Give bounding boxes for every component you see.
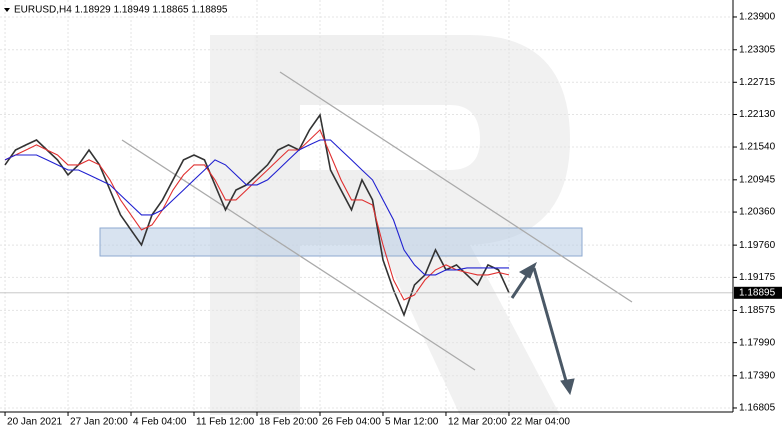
y-tick-label: 1.23900 <box>739 12 776 23</box>
axes: 1.23900 1.23305 1.22715 1.22130 1.21540 1.209… <box>4 12 782 428</box>
support-zone <box>99 227 583 257</box>
y-tick-label: 1.23305 <box>739 44 776 55</box>
menu-icon[interactable] <box>4 8 10 12</box>
plot <box>0 112 733 318</box>
watermark <box>210 35 570 415</box>
last-price-label: 1.18895 <box>739 287 776 298</box>
channel-upper <box>279 71 633 303</box>
price-line <box>4 128 510 301</box>
x-tick-label: 11 Feb 12:00 <box>196 417 255 428</box>
y-tick-label: 1.19760 <box>739 240 776 251</box>
x-tick-label: 12 Mar 20:00 <box>448 417 507 428</box>
last-price-box <box>734 286 782 299</box>
x-tick-label: 5 Mar 12:00 <box>385 417 439 428</box>
x-tick-label: 26 Feb 04:00 <box>322 417 381 428</box>
y-tick-label: 1.17990 <box>739 337 776 348</box>
y-tick-label: 1.22130 <box>739 109 776 120</box>
y-tick-label: 1.16805 <box>739 403 776 414</box>
y-tick-label: 1.17390 <box>739 370 776 381</box>
grid <box>0 0 733 412</box>
price-line <box>4 139 509 276</box>
chart-title: EURUSD,H4 1.18929 1.18949 1.18865 1.1889… <box>14 5 228 16</box>
x-tick-label: 22 Mar 04:00 <box>511 417 570 428</box>
x-tick-label: 20 Jan 2021 <box>7 417 62 428</box>
y-tick-label: 1.21540 <box>739 142 776 153</box>
y-tick-label: 1.19175 <box>739 272 776 283</box>
x-tick-label: 27 Jan 20:00 <box>70 417 128 428</box>
y-tick-label: 1.18575 <box>739 305 776 316</box>
y-tick-label: 1.20360 <box>739 207 776 218</box>
y-tick-label: 1.22715 <box>739 77 776 88</box>
forecast-arrow <box>510 261 575 396</box>
x-tick-label: 18 Feb 20:00 <box>259 417 318 428</box>
y-tick-label: 1.20945 <box>739 174 776 185</box>
x-tick-label: 4 Feb 04:00 <box>133 417 187 428</box>
